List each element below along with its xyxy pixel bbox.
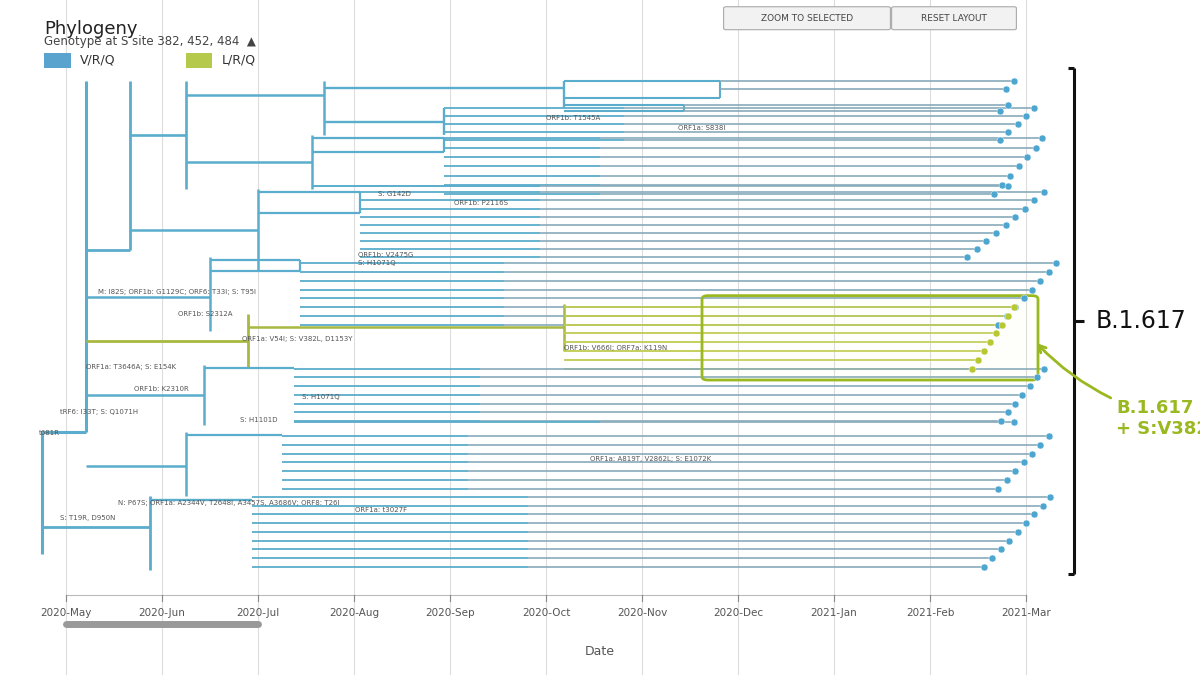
Text: S: H1071Q: S: H1071Q <box>302 394 340 400</box>
Text: 2020-May: 2020-May <box>41 608 91 618</box>
Text: 2020-Oct: 2020-Oct <box>522 608 570 618</box>
FancyBboxPatch shape <box>44 53 71 68</box>
Text: 2021-Feb: 2021-Feb <box>906 608 954 618</box>
Text: N: P67S; ORF1a: A2344V, T2648I, A3457S, A3686V; ORF8: T26I: N: P67S; ORF1a: A2344V, T2648I, A3457S, … <box>118 500 340 506</box>
Text: tRF6: I33T; S: Q1071H: tRF6: I33T; S: Q1071H <box>60 409 138 414</box>
Text: 2020-Jul: 2020-Jul <box>236 608 280 618</box>
Text: S: G142D: S: G142D <box>378 192 410 197</box>
Text: ORF1a: t3027F: ORF1a: t3027F <box>355 508 407 513</box>
Text: S: H1071Q: S: H1071Q <box>358 261 395 266</box>
Text: S: H1101D: S: H1101D <box>240 417 277 423</box>
Text: t681R: t681R <box>38 431 60 436</box>
Text: ORF1b: T1545A: ORF1b: T1545A <box>546 115 600 121</box>
Text: ORF1a: V54I; S: V382L, D1153Y: ORF1a: V54I; S: V382L, D1153Y <box>242 336 353 342</box>
Text: Genotype at S site 382, 452, 484  ▲: Genotype at S site 382, 452, 484 ▲ <box>44 35 257 48</box>
Text: 2020-Nov: 2020-Nov <box>617 608 667 618</box>
Text: 2021-Jan: 2021-Jan <box>811 608 857 618</box>
Text: Phylogeny: Phylogeny <box>44 20 138 38</box>
FancyBboxPatch shape <box>724 7 890 30</box>
Text: 2021-Mar: 2021-Mar <box>1001 608 1051 618</box>
Text: M: I82S; ORF1b: G1129C; ORF6: T33I; S: T95I: M: I82S; ORF1b: G1129C; ORF6: T33I; S: T… <box>98 290 257 295</box>
Text: ORF1b: K2310R: ORF1b: K2310R <box>134 387 190 392</box>
Text: ORF1b: V2475G: ORF1b: V2475G <box>358 252 413 258</box>
Text: S: T19R, D950N: S: T19R, D950N <box>60 516 115 521</box>
FancyBboxPatch shape <box>186 53 212 68</box>
Text: 2020-Jun: 2020-Jun <box>138 608 186 618</box>
Text: B.1.617
+ S:V382L: B.1.617 + S:V382L <box>1038 345 1200 438</box>
Text: RESET LAYOUT: RESET LAYOUT <box>922 14 986 23</box>
Text: V/R/Q: V/R/Q <box>80 53 116 67</box>
FancyBboxPatch shape <box>892 7 1016 30</box>
Text: 2020-Aug: 2020-Aug <box>329 608 379 618</box>
Text: L/R/Q: L/R/Q <box>222 53 256 67</box>
Text: 2020-Dec: 2020-Dec <box>713 608 763 618</box>
Text: ORF1b: P2116S: ORF1b: P2116S <box>454 200 508 205</box>
Text: B.1.617: B.1.617 <box>1096 308 1187 333</box>
Text: Date: Date <box>586 645 616 657</box>
Text: ORF1b: V666I; ORF7a: K119N: ORF1b: V666I; ORF7a: K119N <box>564 346 667 351</box>
Text: ORF1b: S2312A: ORF1b: S2312A <box>178 311 232 317</box>
Text: ORF1a: A819T, V2862L; S: E1072K: ORF1a: A819T, V2862L; S: E1072K <box>590 456 712 462</box>
Text: ZOOM TO SELECTED: ZOOM TO SELECTED <box>761 14 853 23</box>
Text: 2020-Sep: 2020-Sep <box>425 608 475 618</box>
Text: ORF1a: T3646A; S: E154K: ORF1a: T3646A; S: E154K <box>86 364 176 370</box>
Text: ORF1a: S838I: ORF1a: S838I <box>678 126 725 131</box>
